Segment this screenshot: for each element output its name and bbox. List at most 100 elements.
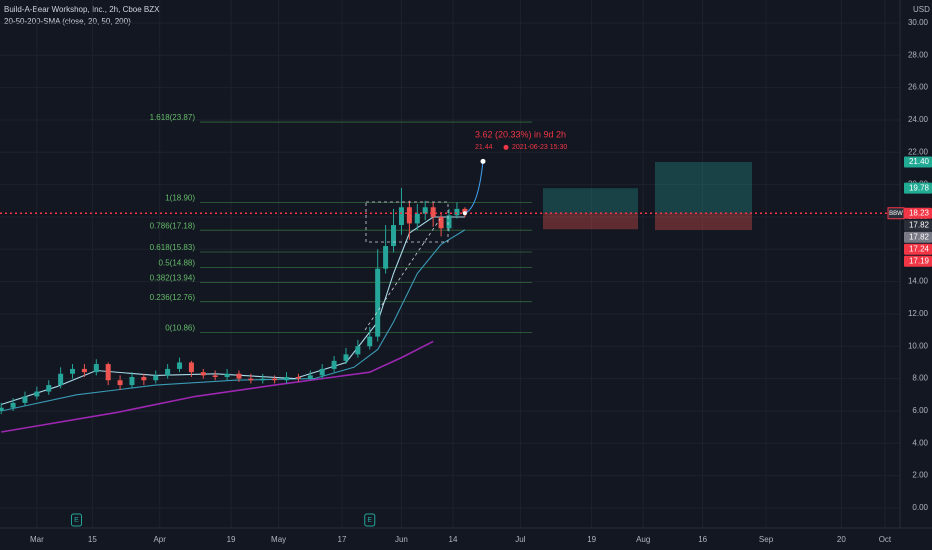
candle-body: [236, 373, 242, 379]
price-tag: [904, 255, 932, 267]
x-tick-label: Jun: [395, 535, 408, 544]
symbol-title: Build-A-Bear Workshop, Inc., 2h, Cboe BZ…: [4, 5, 160, 14]
fib-label: 0.236(12.76): [150, 293, 196, 302]
candle-body: [188, 362, 194, 373]
price-tag: [904, 156, 932, 168]
price-tag: [904, 219, 932, 231]
candle-body: [422, 207, 428, 214]
candle-body: [307, 375, 313, 379]
candle-body: [81, 368, 87, 373]
price-tag: [904, 182, 932, 194]
plot: [0, 0, 900, 528]
candle-body: [414, 213, 420, 224]
candle-body: [34, 391, 40, 397]
candle-body: [355, 346, 361, 355]
candle-body: [105, 364, 111, 381]
y-tick-label: 0.00: [912, 503, 928, 512]
price-tag-label: 17.82: [909, 232, 930, 241]
x-tick-label: Mar: [30, 535, 44, 544]
candle-body: [375, 268, 381, 337]
candle-body: [331, 360, 337, 369]
y-tick-label: 30.00: [908, 18, 929, 27]
candle-body: [272, 378, 278, 381]
price-tag: [904, 207, 932, 219]
y-tick-label: 14.00: [908, 277, 929, 286]
fib-label: 0.786(17.18): [150, 221, 196, 230]
projection-end: [480, 158, 486, 164]
candle-body: [10, 402, 16, 408]
candle-body: [446, 215, 452, 229]
stop-zone: [543, 213, 638, 230]
y-tick-label: 24.00: [908, 115, 929, 124]
candle-body: [70, 368, 76, 374]
y-tick-label: 12.00: [908, 309, 929, 318]
candle-body: [260, 378, 266, 381]
candle-body: [129, 377, 135, 386]
candle-body: [248, 378, 254, 381]
x-tick-label: Oct: [879, 535, 892, 544]
earnings-label: E: [367, 517, 372, 524]
fib-label: 0.382(13.94): [150, 274, 196, 283]
candle-body: [177, 362, 183, 369]
candle-body: [165, 368, 171, 376]
candle-body: [406, 207, 412, 224]
y-tick-label: 26.00: [908, 83, 929, 92]
candle-body: [383, 246, 389, 269]
candle-body: [200, 372, 206, 376]
candle-body: [153, 375, 159, 381]
target-zone: [655, 161, 752, 214]
price-tag-label: 17.19: [909, 256, 930, 265]
target-zone: [543, 188, 638, 214]
y-tick-label: 6.00: [912, 406, 928, 415]
candle-body: [454, 208, 460, 216]
y-tick-label: 22.00: [908, 147, 929, 156]
candle-body: [462, 208, 468, 214]
y-tick-label: 2.00: [912, 471, 928, 480]
candle-body: [141, 377, 147, 381]
price-tag-label: 18.23: [909, 208, 930, 217]
selection-box: [365, 201, 449, 243]
candle-body: [212, 375, 218, 378]
symbol-tag-label: BBW: [889, 211, 903, 217]
x-tick-label: 20: [837, 535, 846, 544]
y-tick-label: 4.00: [912, 438, 928, 447]
x-tick-label: 19: [587, 535, 596, 544]
x-tick-label: 15: [88, 535, 97, 544]
x-tick-label: 16: [698, 535, 707, 544]
sma-line: [1, 229, 466, 412]
y-tick-label: 28.00: [908, 50, 929, 59]
x-tick-label: 14: [449, 535, 458, 544]
sma-line: [1, 340, 434, 433]
currency: USD: [913, 5, 930, 14]
candle-body: [319, 368, 325, 376]
x-tick-label: May: [271, 535, 286, 544]
candle-body: [398, 207, 404, 226]
x-tick-label: Jul: [515, 535, 525, 544]
y-tick-label: 10.00: [908, 341, 929, 350]
fib-label: 0.618(15.83): [150, 243, 196, 252]
clock-icon: [503, 144, 509, 150]
candle-body: [343, 354, 349, 361]
x-tick-label: 17: [338, 535, 347, 544]
earnings-icon: [70, 513, 82, 527]
candle-body: [93, 364, 99, 373]
candle-body: [430, 207, 436, 217]
projection-price: 21.44: [475, 144, 493, 151]
price-tag-label: 19.78: [909, 183, 930, 192]
candle-body: [438, 216, 444, 229]
candle-body: [295, 377, 301, 379]
price-tag: [904, 231, 932, 243]
indicator-title: 20-50-200-SMA (close, 20, 50, 200): [4, 17, 131, 26]
x-tick-label: Apr: [153, 535, 166, 544]
trend-line: [364, 218, 441, 331]
projection-label: 3.62 (20.33%) in 9d 2h: [475, 130, 566, 140]
fib-label: 0(10.86): [165, 323, 195, 332]
x-tick-label: Aug: [636, 535, 650, 544]
fib-label: 1.618(23.87): [150, 113, 196, 122]
candle-body: [391, 225, 397, 247]
projection-start: [462, 211, 467, 216]
x-tick-label: 19: [227, 535, 236, 544]
earnings-icon: [364, 513, 376, 527]
